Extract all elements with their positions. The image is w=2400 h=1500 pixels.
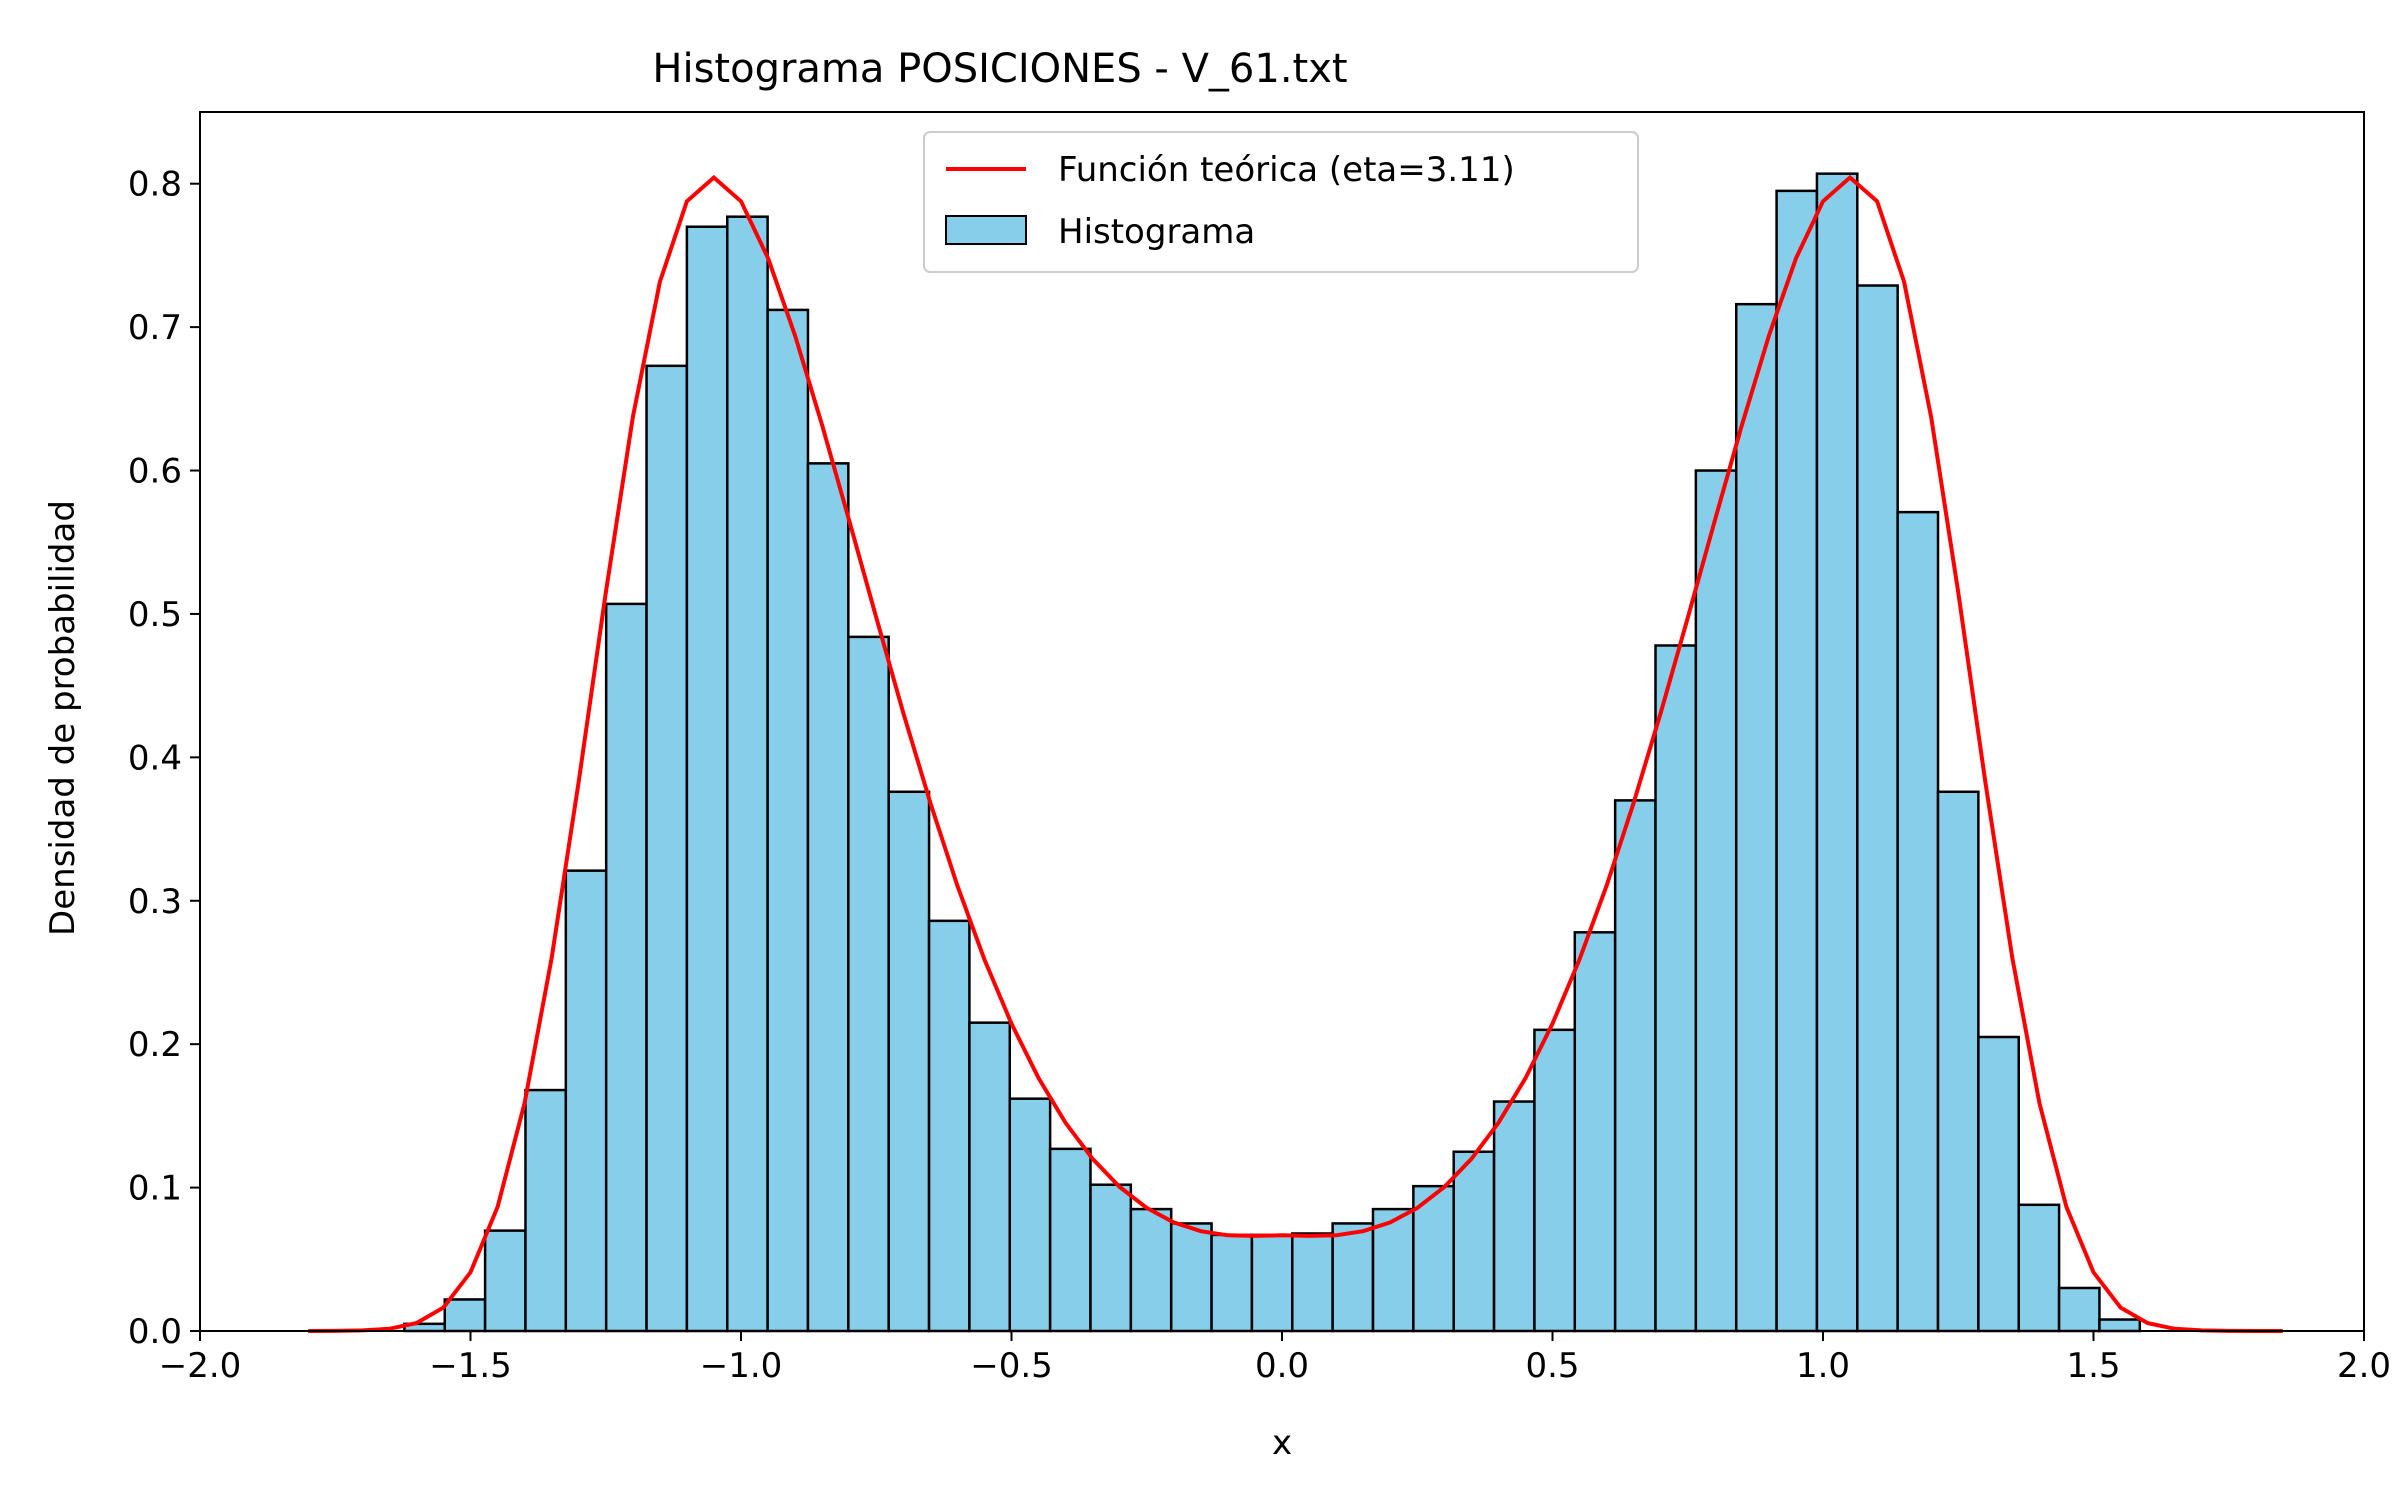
x-axis-label: x bbox=[1272, 1423, 1292, 1463]
histogram-bar bbox=[1089, 1183, 1133, 1333]
histogram-bar bbox=[1815, 172, 1859, 1333]
histogram-bar bbox=[1291, 1232, 1334, 1333]
x-tick-label: −1.0 bbox=[700, 1346, 783, 1386]
histogram-bar bbox=[483, 1229, 527, 1333]
histogram-bar bbox=[1613, 799, 1657, 1333]
histogram-bar bbox=[806, 462, 850, 1333]
histogram-bar bbox=[1936, 790, 1980, 1333]
histogram-bar bbox=[1169, 1222, 1213, 1333]
histogram-bar bbox=[564, 869, 608, 1333]
y-tick-label: 0.6 bbox=[128, 452, 182, 492]
histogram-bar bbox=[1573, 931, 1617, 1333]
chart-title: Histograma POSICIONES - V_61.txt bbox=[652, 46, 1347, 92]
histogram-bar bbox=[443, 1298, 487, 1333]
x-tick-label: −1.5 bbox=[429, 1346, 512, 1386]
y-tick-label: 0.4 bbox=[128, 738, 182, 778]
y-tick-label: 0.7 bbox=[128, 308, 182, 348]
histogram-bar bbox=[1977, 1035, 2020, 1333]
histogram-bar bbox=[847, 635, 890, 1333]
histogram-bar bbox=[1331, 1222, 1375, 1333]
y-axis-label: Densidad de probabilidad bbox=[43, 500, 83, 936]
x-tick-label: −2.0 bbox=[159, 1346, 242, 1386]
histogram-bar bbox=[1008, 1097, 1052, 1333]
histogram-bar bbox=[2057, 1286, 2101, 1333]
histogram-bar bbox=[927, 919, 971, 1333]
y-tick-label: 0.1 bbox=[128, 1169, 182, 1209]
y-axis-ticks: 0.0 0.1 0.2 0.3 0.4 0.5 0.6 0.7 0.8 bbox=[128, 165, 200, 1352]
histogram-bar bbox=[1250, 1233, 1294, 1333]
histogram-bar bbox=[685, 225, 729, 1333]
histogram-bar bbox=[1452, 1150, 1496, 1333]
y-tick-label: 0.5 bbox=[128, 595, 182, 635]
x-tick-label: 0.5 bbox=[1525, 1346, 1579, 1386]
legend-bar-swatch bbox=[945, 215, 1027, 245]
legend-label-curve: Función teórica (eta=3.11) bbox=[1058, 150, 1515, 190]
histogram-bar bbox=[968, 1021, 1012, 1333]
histogram-bar bbox=[1775, 189, 1819, 1333]
legend-label-histogram: Histograma bbox=[1058, 212, 1255, 252]
y-tick-label: 0.8 bbox=[128, 165, 182, 205]
histogram-bar bbox=[1492, 1100, 1536, 1333]
histogram-bar bbox=[2017, 1203, 2061, 1333]
histogram-bar bbox=[1896, 510, 1940, 1333]
legend-box bbox=[923, 131, 1639, 273]
x-tick-label: 1.0 bbox=[1796, 1346, 1850, 1386]
histogram-bar bbox=[1654, 644, 1698, 1333]
histogram-bar bbox=[726, 215, 769, 1333]
histogram-bar bbox=[1856, 284, 1899, 1333]
histogram-bar bbox=[1129, 1207, 1173, 1333]
histogram-bar bbox=[604, 602, 648, 1333]
x-tick-label: 0.0 bbox=[1255, 1346, 1309, 1386]
legend: Función teórica (eta=3.11) Histograma bbox=[923, 131, 1639, 273]
histogram-bar bbox=[1533, 1028, 1577, 1333]
histogram-bar bbox=[1210, 1233, 1254, 1333]
x-tick-label: 2.0 bbox=[2337, 1346, 2391, 1386]
y-tick-label: 0.2 bbox=[128, 1025, 182, 1065]
histogram-bar bbox=[2098, 1318, 2142, 1333]
histogram-bar bbox=[524, 1088, 568, 1333]
y-tick-label: 0.0 bbox=[128, 1312, 182, 1352]
histogram-bar bbox=[1048, 1147, 1092, 1333]
histogram-bar bbox=[887, 790, 931, 1333]
x-tick-label: 1.5 bbox=[2066, 1346, 2120, 1386]
histogram-bar bbox=[1734, 302, 1778, 1333]
histogram-bar bbox=[645, 364, 689, 1333]
x-axis-ticks: −2.0 −1.5 −1.0 −0.5 0.0 0.5 1.0 1.5 2.0 bbox=[159, 1331, 2391, 1386]
histogram-bar bbox=[766, 308, 810, 1333]
x-tick-label: −0.5 bbox=[970, 1346, 1053, 1386]
y-tick-label: 0.3 bbox=[128, 882, 182, 922]
histogram-bar bbox=[1694, 469, 1738, 1333]
theoretical-curve-line bbox=[308, 174, 2283, 1333]
